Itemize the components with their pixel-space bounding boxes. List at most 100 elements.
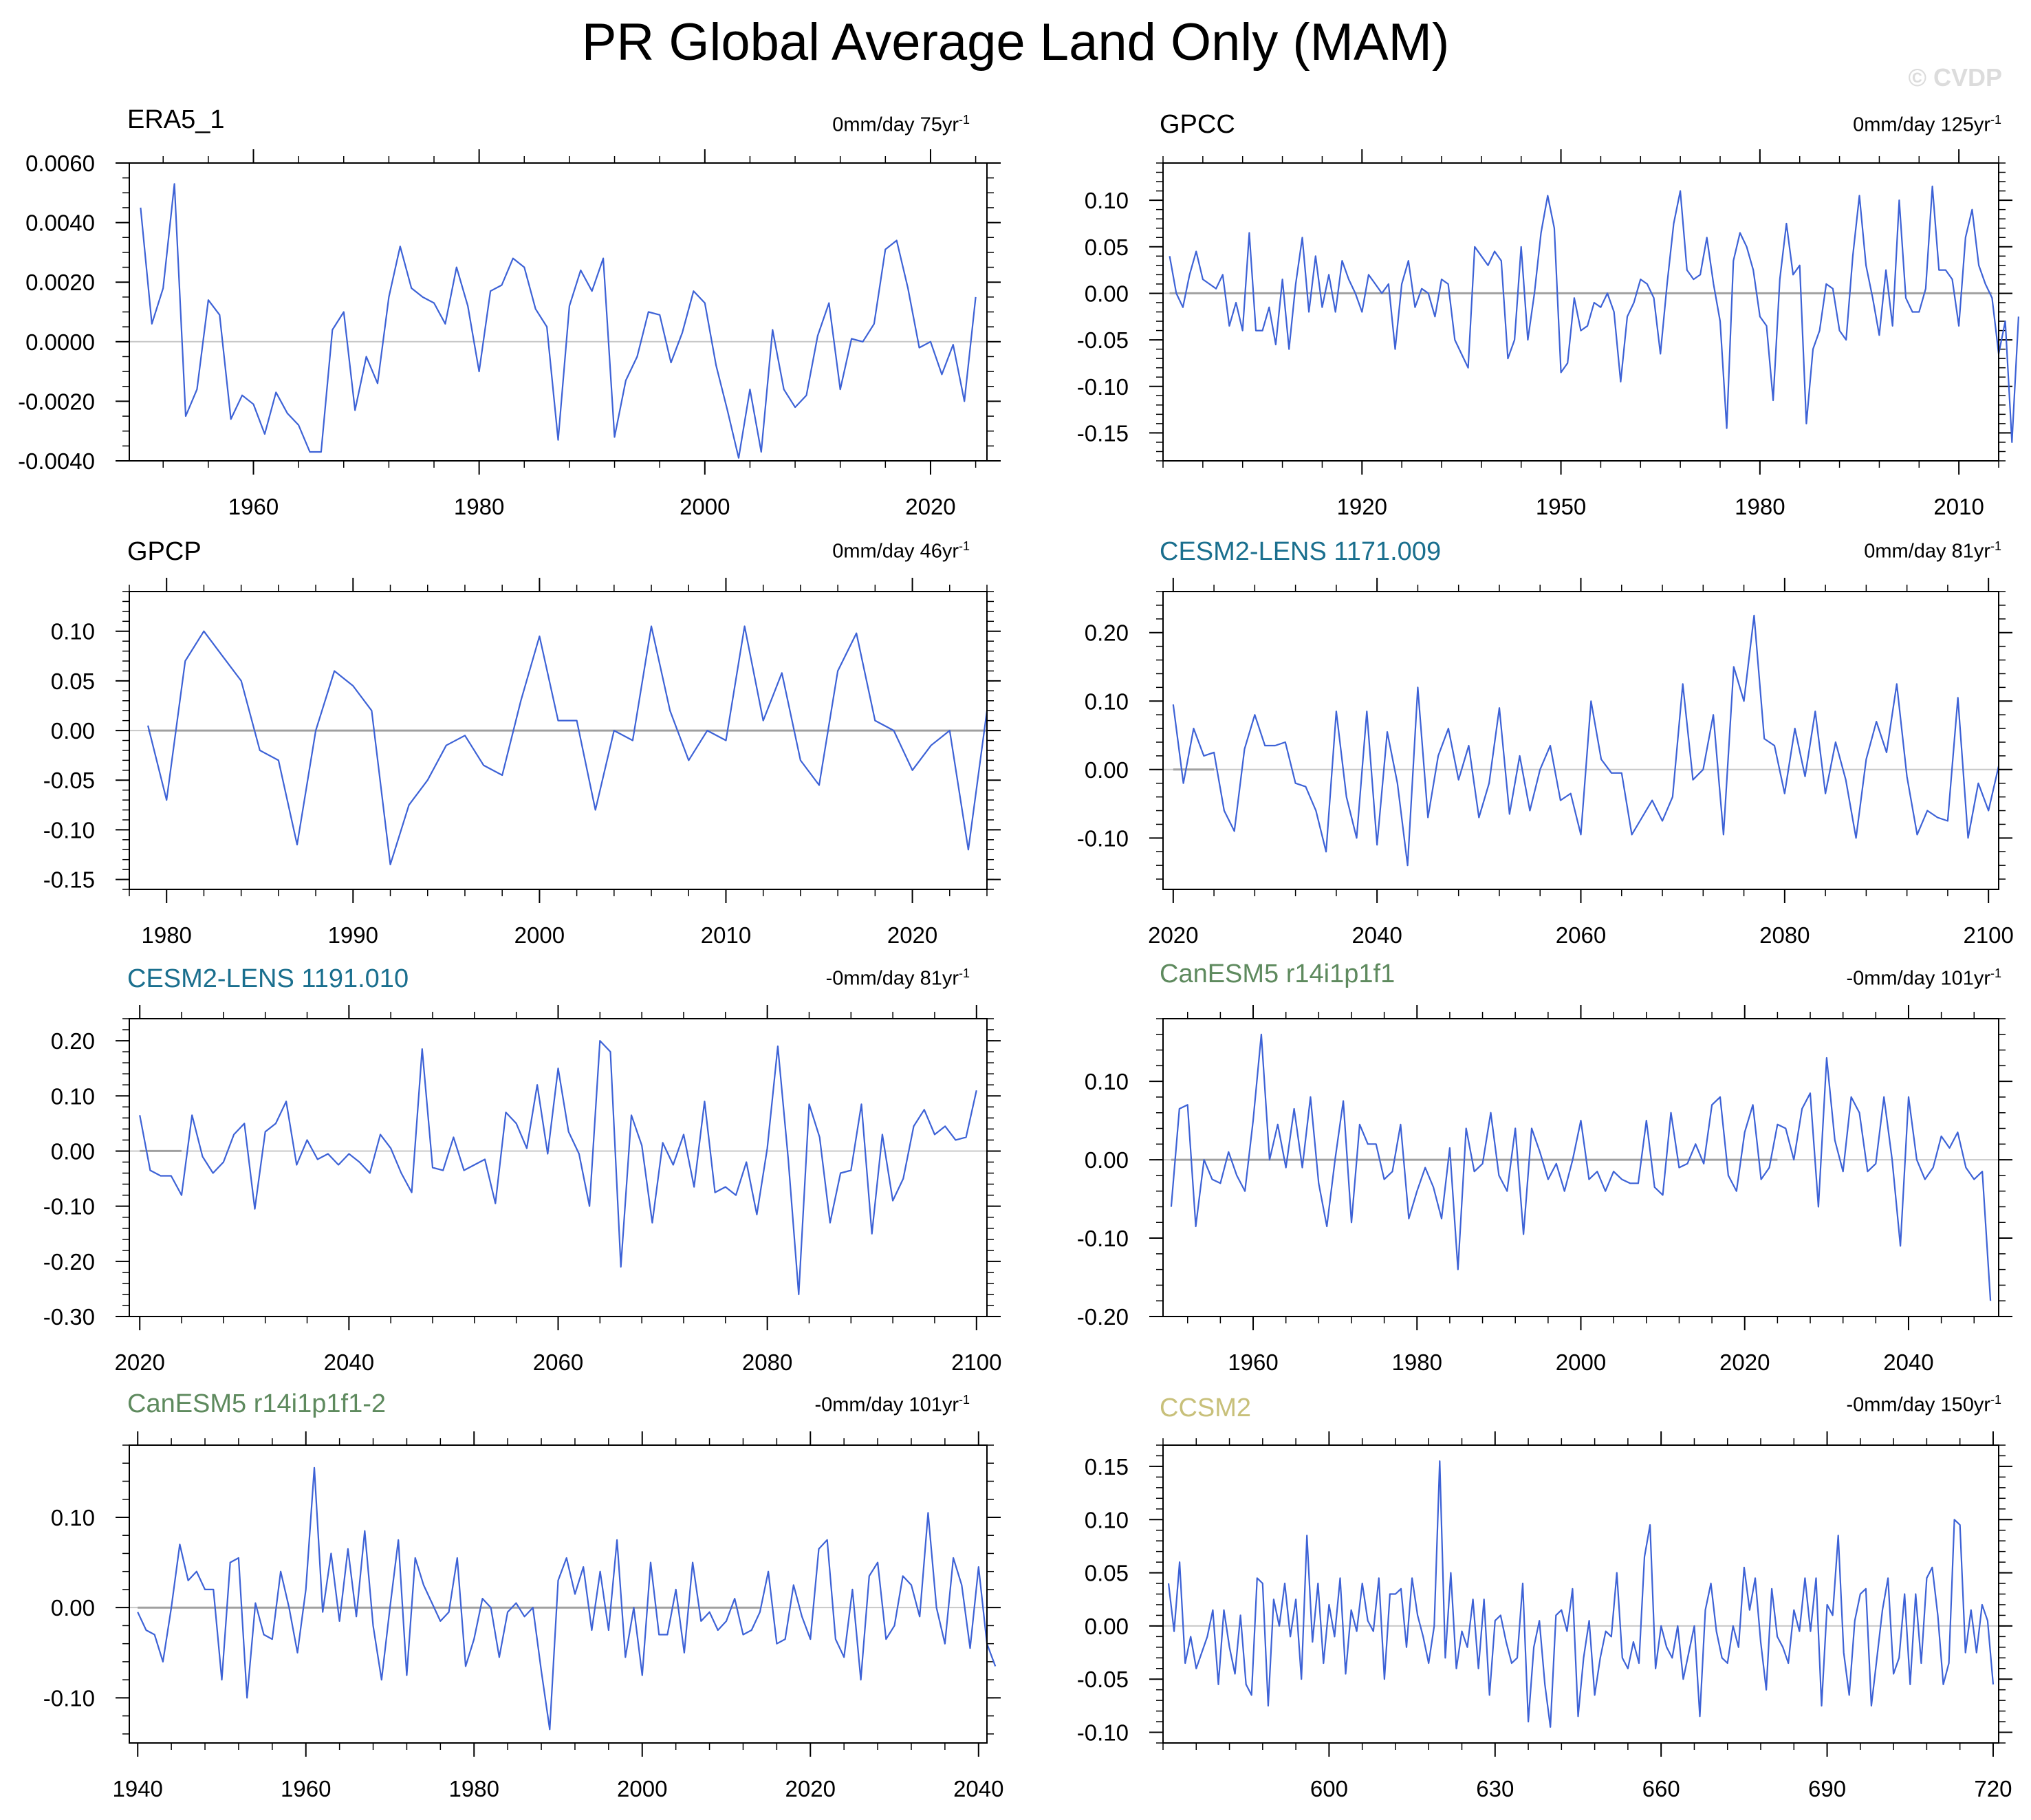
panel-title: GPCP — [127, 537, 202, 566]
y-tick-label: 0.0040 — [25, 210, 95, 236]
x-tick-label: 2010 — [1933, 494, 1984, 519]
y-tick-label: 0.0020 — [25, 270, 95, 295]
x-tick-label: 2020 — [1148, 922, 1198, 948]
x-tick-label: 2060 — [533, 1350, 583, 1375]
y-tick-label: 0.00 — [1085, 757, 1129, 783]
trend-unit-sup: -1 — [958, 1393, 970, 1407]
chart-panel-1: -0.0040 -0.0020 0.0000 0.0020 0.0040 0.0060 19… — [18, 149, 1001, 519]
trend-unit-sup: -1 — [958, 966, 970, 980]
x-tick-label: 2010 — [701, 922, 751, 948]
series-line — [1172, 614, 2000, 867]
trend-unit-sup: -1 — [1990, 539, 2001, 553]
x-tick-label: 2000 — [1556, 1350, 1606, 1375]
plot-frame — [129, 162, 988, 462]
trend-label: -0mm/day 150yr-1 — [1846, 1393, 2001, 1417]
y-tick-label: -0.0020 — [18, 389, 95, 414]
chart-panel-5: -0.30 -0.20 -0.10 0.00 0.10 0.20 2020 2040 2060 2… — [43, 1005, 1002, 1375]
panel-title: CanESM5 r14i1p1f1-2 — [127, 1389, 386, 1418]
x-tick-label: 1980 — [1392, 1350, 1442, 1375]
plot-frame — [129, 1018, 988, 1317]
x-tick-label: 2040 — [1883, 1350, 1933, 1375]
x-tick-label: 2020 — [887, 922, 937, 948]
y-tick-label: 0.15 — [1085, 1454, 1129, 1480]
trend-value: 0mm/day 46yr — [832, 540, 959, 563]
trend-value: 0mm/day 75yr — [832, 113, 959, 136]
x-tick-label: 2040 — [324, 1350, 374, 1375]
trend-label: -0mm/day 101yr-1 — [814, 1393, 970, 1417]
trend-value: -0mm/day 150yr — [1846, 1394, 1990, 1416]
plot-frame — [1162, 1018, 1999, 1317]
trend-label: -0mm/day 101yr-1 — [1846, 966, 2001, 990]
panel-title: CESM2-LENS 1171.009 — [1160, 537, 1442, 566]
x-tick-label: 2020 — [785, 1776, 836, 1801]
chart-panel-7: -0.10 0.00 0.10 1940 1960 1980 2000 2020 2040 — [43, 1431, 1003, 1801]
y-tick-label: 0.10 — [1085, 1507, 1129, 1532]
x-tick-label: 1990 — [328, 922, 378, 948]
x-tick-label: 1980 — [142, 922, 192, 948]
x-tick-label: 690 — [1808, 1776, 1846, 1801]
y-tick-label: 0.00 — [1085, 281, 1129, 306]
x-tick-label: 2000 — [680, 494, 730, 519]
x-tick-label: 2000 — [617, 1776, 667, 1801]
x-tick-label: 2100 — [951, 1350, 1001, 1375]
trend-unit-sup: -1 — [1990, 1393, 2001, 1407]
x-tick-label: 1940 — [113, 1776, 163, 1801]
trend-label: 0mm/day 81yr-1 — [1864, 539, 2001, 563]
plot-frame — [1162, 1444, 1999, 1744]
y-tick-label: 0.0000 — [25, 329, 95, 355]
y-tick-label: 0.00 — [1085, 1614, 1129, 1639]
series-line — [137, 1466, 997, 1731]
y-tick-label: -0.30 — [43, 1304, 95, 1330]
x-tick-label: 1960 — [228, 494, 279, 519]
x-tick-label: 2000 — [514, 922, 565, 948]
x-tick-label: 2040 — [953, 1776, 1003, 1801]
series-line — [1169, 185, 2019, 444]
x-tick-label: 660 — [1642, 1776, 1680, 1801]
y-tick-label: 0.10 — [51, 1505, 95, 1530]
x-tick-label: 1950 — [1536, 494, 1586, 519]
y-tick-label: 0.0060 — [25, 151, 95, 176]
y-tick-label: 0.00 — [1085, 1147, 1129, 1173]
trend-label: 0mm/day 46yr-1 — [832, 539, 970, 563]
series-line — [147, 625, 988, 866]
y-tick-label: 0.00 — [51, 1138, 95, 1164]
y-tick-label: 0.00 — [51, 1595, 95, 1621]
y-tick-label: -0.15 — [43, 867, 95, 893]
x-tick-label: 1980 — [454, 494, 504, 519]
x-tick-label: 720 — [1974, 1776, 2012, 1801]
x-tick-label: 2080 — [1759, 922, 1810, 948]
x-tick-label: 2020 — [905, 494, 955, 519]
panel-title: GPCC — [1160, 110, 1235, 139]
y-tick-label: 0.10 — [51, 1083, 95, 1109]
series-line — [139, 1039, 977, 1296]
chart-panel-8: -0.10 -0.05 0.00 0.05 0.10 0.15 600 630 660 690 72… — [1077, 1431, 2012, 1801]
chart-panel-4: -0.10 0.00 0.10 0.20 2020 2040 2060 2080 2100 — [1077, 578, 2014, 948]
trend-label: 0mm/day 75yr-1 — [832, 113, 970, 137]
y-tick-label: -0.10 — [43, 817, 95, 843]
trend-unit-sup: -1 — [1990, 966, 2001, 980]
y-tick-label: -0.0040 — [18, 448, 95, 474]
y-tick-label: -0.05 — [43, 768, 95, 793]
y-tick-label: -0.10 — [43, 1685, 95, 1711]
x-tick-label: 1960 — [1228, 1350, 1278, 1375]
y-tick-label: 0.10 — [1085, 188, 1129, 213]
y-tick-label: 0.10 — [1085, 689, 1129, 714]
y-tick-label: 0.10 — [51, 619, 95, 644]
trend-value: -0mm/day 81yr — [825, 967, 959, 990]
panel-title: CESM2-LENS 1191.010 — [127, 964, 409, 993]
y-tick-label: -0.20 — [43, 1249, 95, 1275]
y-tick-label: 0.00 — [51, 718, 95, 744]
x-tick-label: 2080 — [742, 1350, 792, 1375]
trend-value: 0mm/day 81yr — [1864, 540, 1990, 563]
y-tick-label: -0.10 — [1077, 374, 1129, 400]
chart-panel-6: -0.20 -0.10 0.00 0.10 1960 1980 2000 2020 2040 — [1077, 1005, 2012, 1375]
x-tick-label: 2020 — [114, 1350, 164, 1375]
y-tick-label: -0.10 — [43, 1194, 95, 1220]
plot-frame — [1162, 162, 1999, 462]
trend-value: 0mm/day 125yr — [1853, 113, 1990, 136]
y-tick-label: -0.10 — [1077, 1226, 1129, 1251]
series-line — [1167, 1460, 1995, 1728]
y-tick-label: -0.10 — [1077, 825, 1129, 851]
panel-title: ERA5_1 — [127, 105, 225, 134]
plot-frame — [129, 591, 988, 890]
